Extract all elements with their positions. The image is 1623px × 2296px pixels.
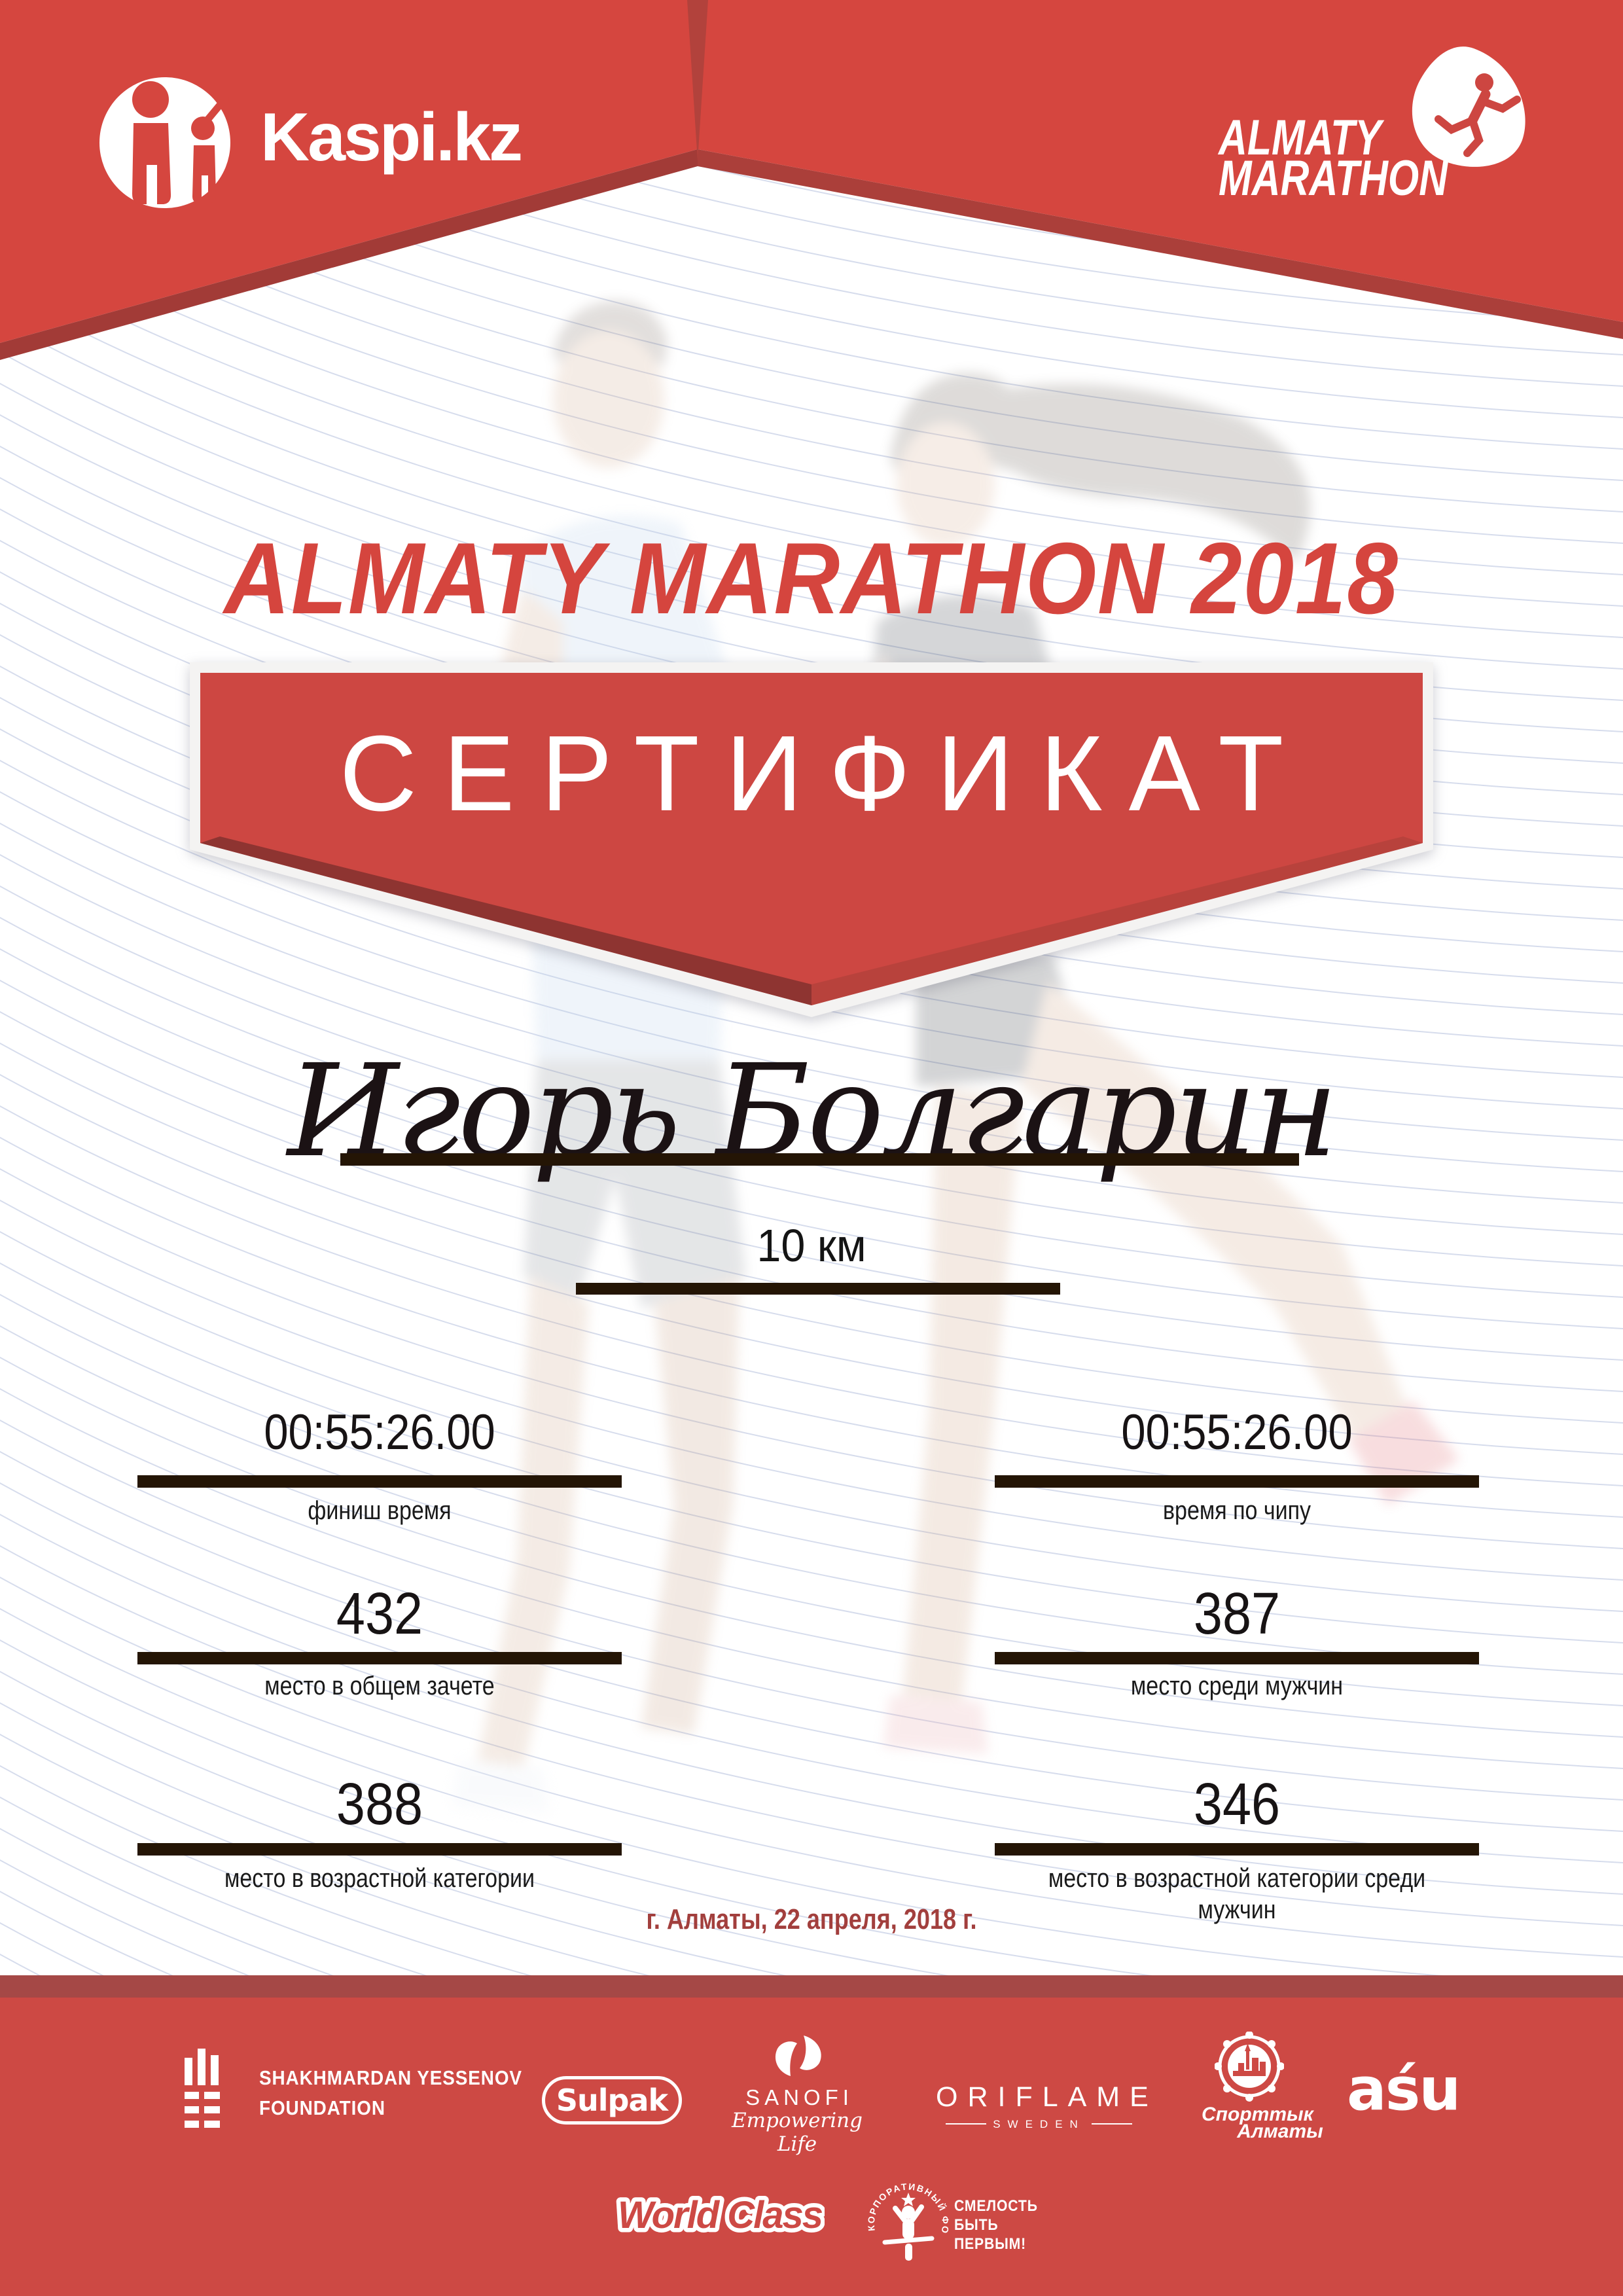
almaty-marathon-logo-icon bbox=[1412, 46, 1525, 167]
oriflame-sweden-text: SWEDEN bbox=[993, 2118, 1085, 2130]
distance-value: 10 км bbox=[757, 1220, 866, 1271]
stat-chip-time-value: 00:55:26.00 bbox=[1121, 1405, 1353, 1460]
footer-accent-strip bbox=[0, 1975, 1623, 1998]
fund-runner-icon: КОРПОРАТИВНЫЙ ФОНД bbox=[863, 2170, 950, 2261]
stat-age-place-label: место в возрастной категории bbox=[224, 1864, 535, 1893]
page-title: ALMATY MARATHON 2018 bbox=[224, 522, 1399, 635]
event-date-location: г. Алматы, 22 апреля, 2018 г. bbox=[646, 1903, 977, 1935]
almaty-marathon-logo-line2: MARATHON bbox=[1219, 151, 1448, 206]
stat-underline bbox=[137, 1843, 622, 1856]
sulpak-logo-text: Sulpak bbox=[556, 2083, 668, 2118]
stat-gender-place-label: место среди мужчин bbox=[1130, 1672, 1344, 1700]
stat-age-gender-place-value: 346 bbox=[1193, 1772, 1281, 1837]
stat-underline bbox=[995, 1475, 1479, 1488]
stat-age-gender-place-label: место в возрастной категории среди мужчи… bbox=[1048, 1864, 1426, 1924]
stat-gender-place-value: 387 bbox=[1193, 1581, 1281, 1647]
yessenov-line1: SHAKHMARDAN YESSENOV bbox=[259, 2066, 522, 2089]
certificate-badge bbox=[190, 662, 1433, 1017]
worldclass-logo-text: World Class bbox=[618, 2194, 823, 2236]
yessenov-foundation-icon bbox=[185, 2049, 220, 2128]
distance-underline bbox=[576, 1283, 1060, 1295]
fund-slogan-line1: СМЕЛОСТЬ bbox=[954, 2197, 1038, 2215]
fund-slogan: СМЕЛОСТЬ БЫТЬ ПЕРВЫМ! bbox=[954, 2197, 1038, 2253]
almaty-marathon-logo-text: ALMATY MARATHON bbox=[1219, 110, 1448, 206]
name-underline bbox=[340, 1153, 1299, 1166]
kaspi-logo-icon bbox=[99, 77, 230, 208]
worldclass-logo: World Class bbox=[615, 2190, 825, 2241]
oriflame-logo-text: ORIFLAME bbox=[936, 2081, 1158, 2113]
kaspi-logo-text: Kaspi.kz bbox=[260, 99, 523, 175]
asu-logo-text: aśu bbox=[1347, 2055, 1461, 2124]
stat-underline bbox=[995, 1652, 1479, 1664]
stat-finish-time-value: 00:55:26.00 bbox=[264, 1405, 495, 1460]
stat-age-place-value: 388 bbox=[336, 1772, 423, 1837]
oriflame-rule-left bbox=[946, 2123, 987, 2125]
stat-finish-time-label: финиш время bbox=[308, 1496, 452, 1525]
fund-slogan-line3: ПЕРВЫМ! bbox=[954, 2235, 1027, 2253]
header-banner bbox=[0, 0, 1623, 360]
stat-overall-place-value: 432 bbox=[336, 1581, 423, 1647]
sanofi-logo-text: SANOFI bbox=[745, 2085, 853, 2109]
sporttyk-almaty-emblem-icon bbox=[1215, 2032, 1284, 2102]
oriflame-sweden-line: SWEDEN bbox=[926, 2118, 1152, 2131]
stat-underline bbox=[137, 1652, 622, 1664]
certificate-heading: СЕРТИФИКАТ bbox=[339, 713, 1310, 833]
sporttyk-almaty-text-line1: Спорттык bbox=[1202, 2104, 1313, 2125]
yessenov-line2: FOUNDATION bbox=[259, 2096, 385, 2119]
sulpak-logo: Sulpak bbox=[542, 2076, 682, 2125]
sanofi-bird-icon bbox=[775, 2036, 821, 2076]
almaty-marathon-logo-line1: ALMATY bbox=[1219, 110, 1382, 166]
stat-underline bbox=[995, 1843, 1479, 1856]
sanofi-tagline: Empowering Life bbox=[732, 2109, 863, 2156]
stat-chip-time-label: время по чипу bbox=[1162, 1496, 1311, 1525]
sporttyk-almaty-text-line2: Алматы bbox=[1237, 2121, 1323, 2142]
stat-underline bbox=[137, 1475, 622, 1488]
fund-slogan-line2: БЫТЬ bbox=[954, 2216, 999, 2234]
stat-overall-place-label: место в общем зачете bbox=[264, 1672, 495, 1700]
oriflame-rule-right bbox=[1091, 2123, 1132, 2125]
yessenov-foundation-name: SHAKHMARDAN YESSENOV FOUNDATION bbox=[259, 2063, 522, 2123]
